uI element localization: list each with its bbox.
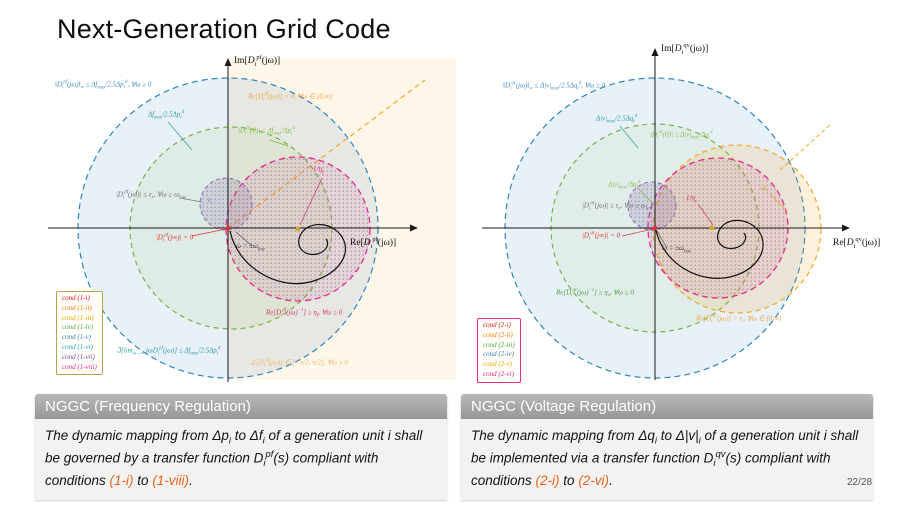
legend-item-cond-2iii: cond (2-iii)	[483, 340, 515, 349]
legend-item-cond-1v: cond (1-v)	[62, 333, 91, 342]
legend-voltage-conditions: cond (2-i) cond (2-ii) cond (2-iii) cond…	[477, 318, 521, 383]
eta-center-point	[295, 226, 301, 232]
nyquist-locus	[655, 219, 764, 279]
y-axis-arrowhead	[651, 48, 659, 56]
legend-item-cond-2i: cond (2-i)	[483, 321, 511, 329]
nggc-voltage-block: NGGC (Voltage Regulation) The dynamic ma…	[461, 394, 873, 500]
purple-disk-hatch	[200, 178, 252, 230]
legend-item-cond-1iv: cond (1-iv)	[62, 323, 93, 332]
nggc-voltage-block-body: The dynamic mapping from Δqi to Δ|v|i of…	[461, 419, 873, 500]
nggc-frequency-block: NGGC (Frequency Regulation) The dynamic …	[35, 394, 447, 500]
legend-item-cond-1viii: cond (1-viii)	[62, 362, 97, 371]
legend-item-cond-2iv: cond (2-iv)	[483, 350, 514, 359]
origin-callout-line	[621, 228, 654, 237]
wlow-callout-line	[656, 230, 668, 249]
nyquist-locus	[229, 224, 347, 285]
legend-item-cond-2ii: cond (2-ii)	[483, 330, 513, 339]
wlow-callout-line	[235, 231, 253, 247]
eta-center-point	[709, 225, 715, 231]
eta-callout-line	[697, 203, 714, 226]
y-axis-arrowhead	[224, 58, 232, 66]
nggc-voltage-block-header: NGGC (Voltage Regulation)	[461, 394, 873, 419]
legend-item-cond-2vi: cond (2-vi)	[483, 369, 514, 378]
x-axis-arrowhead	[842, 224, 850, 232]
legend-item-cond-1ii: cond (1-ii)	[62, 303, 92, 312]
frequency-plot-canvas	[48, 58, 456, 382]
legend-item-cond-1i: cond (1-i)	[62, 294, 90, 302]
nggc-frequency-block-body: The dynamic mapping from Δpi to Δfi of a…	[35, 419, 447, 500]
legend-item-cond-1iii: cond (1-iii)	[62, 313, 94, 322]
eta-callout-line	[299, 177, 323, 226]
x-axis-arrowhead	[410, 224, 418, 232]
origin-point	[225, 225, 231, 231]
purple-circle-epsilon-disk	[199, 177, 253, 231]
legend-item-cond-2v: cond (2-v)	[483, 360, 512, 369]
page-title: Next-Generation Grid Code	[57, 14, 391, 44]
radius-callout-line	[619, 125, 639, 149]
dc-gain-callout-line	[269, 139, 289, 147]
legend-item-cond-1vii: cond (1-vii)	[62, 352, 95, 361]
purple-circle-epsilon-disk	[627, 181, 677, 231]
nggc-frequency-block-header: NGGC (Frequency Regulation)	[35, 394, 447, 419]
epsilon-callout-line	[179, 197, 203, 203]
origin-point	[652, 225, 658, 231]
dc-gain-callout-line	[639, 189, 655, 206]
legend-item-cond-1vi: cond (1-vi)	[62, 342, 93, 351]
voltage-regulation-plot: Im[Diqv(jω)] Re[Diqv(jω)] ‖Diqv(jω)‖∞ ≤ …	[470, 40, 907, 392]
purple-disk-hatch	[628, 182, 676, 230]
page-number: 22/28	[847, 477, 873, 488]
voltage-plot-canvas	[482, 48, 850, 380]
origin-callout-line	[191, 228, 227, 237]
sqrt-eps-callout-line	[769, 193, 787, 211]
frequency-regulation-plot: Im[Dipf(jω)] Re[Dipf(jω)] ‖Dipf(jω)‖∞ ≤ …	[30, 50, 463, 395]
legend-frequency-conditions: cond (1-i) cond (1-ii) cond (1-iii) cond…	[56, 291, 103, 376]
orange-diagonal-line	[779, 124, 831, 171]
radius-callout-line	[167, 121, 193, 151]
